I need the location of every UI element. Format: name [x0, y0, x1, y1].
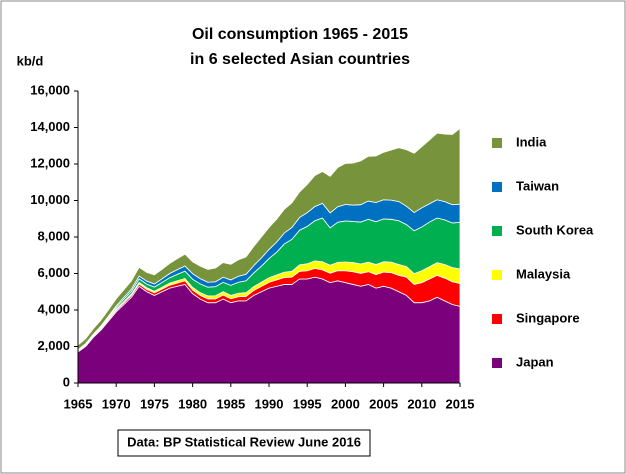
- y-tick-label: 14,000: [30, 119, 70, 134]
- y-tick-label: 4,000: [37, 301, 70, 316]
- legend-label: Singapore: [516, 310, 580, 325]
- x-tick-label: 1995: [293, 396, 322, 411]
- legend-swatch: [492, 358, 502, 368]
- y-tick-label: 12,000: [30, 155, 70, 170]
- y-tick-label: 10,000: [30, 192, 70, 207]
- chart-title: Oil consumption 1965 - 2015: [192, 26, 408, 43]
- x-tick-label: 2005: [369, 396, 398, 411]
- legend-swatch: [492, 138, 502, 148]
- area: [77, 127, 461, 351]
- x-tick-label: 1985: [216, 396, 245, 411]
- y-tick-label: 6,000: [37, 265, 70, 280]
- chart-subtitle: in 6 selected Asian countries: [190, 51, 410, 68]
- legend-label: South Korea: [516, 222, 594, 237]
- y-tick-label: 0: [63, 374, 70, 389]
- legend-label: Japan: [516, 354, 554, 369]
- legend-swatch: [492, 314, 502, 324]
- legend-swatch: [492, 270, 502, 280]
- y-tick-label: 16,000: [30, 82, 70, 97]
- x-tick-label: 2010: [407, 396, 436, 411]
- legend-label: Malaysia: [516, 266, 571, 281]
- x-tick-label: 1970: [102, 396, 131, 411]
- legend-label: Taiwan: [516, 178, 559, 193]
- source-note: Data: BP Statistical Review June 2016: [127, 434, 361, 449]
- x-tick-label: 1965: [64, 396, 93, 411]
- legend-swatch: [492, 226, 502, 236]
- y-tick-label: 8,000: [37, 228, 70, 243]
- x-tick-label: 1975: [140, 396, 169, 411]
- y-tick-label: 2,000: [37, 338, 70, 353]
- x-tick-label: 2000: [331, 396, 360, 411]
- x-tick-label: 1980: [178, 396, 207, 411]
- source-box: [117, 429, 371, 457]
- legend-swatch: [492, 182, 502, 192]
- legend-label: India: [516, 134, 547, 149]
- x-tick-label: 1990: [255, 396, 284, 411]
- y-axis-label: kb/d: [17, 53, 44, 68]
- x-tick-label: 2015: [446, 396, 475, 411]
